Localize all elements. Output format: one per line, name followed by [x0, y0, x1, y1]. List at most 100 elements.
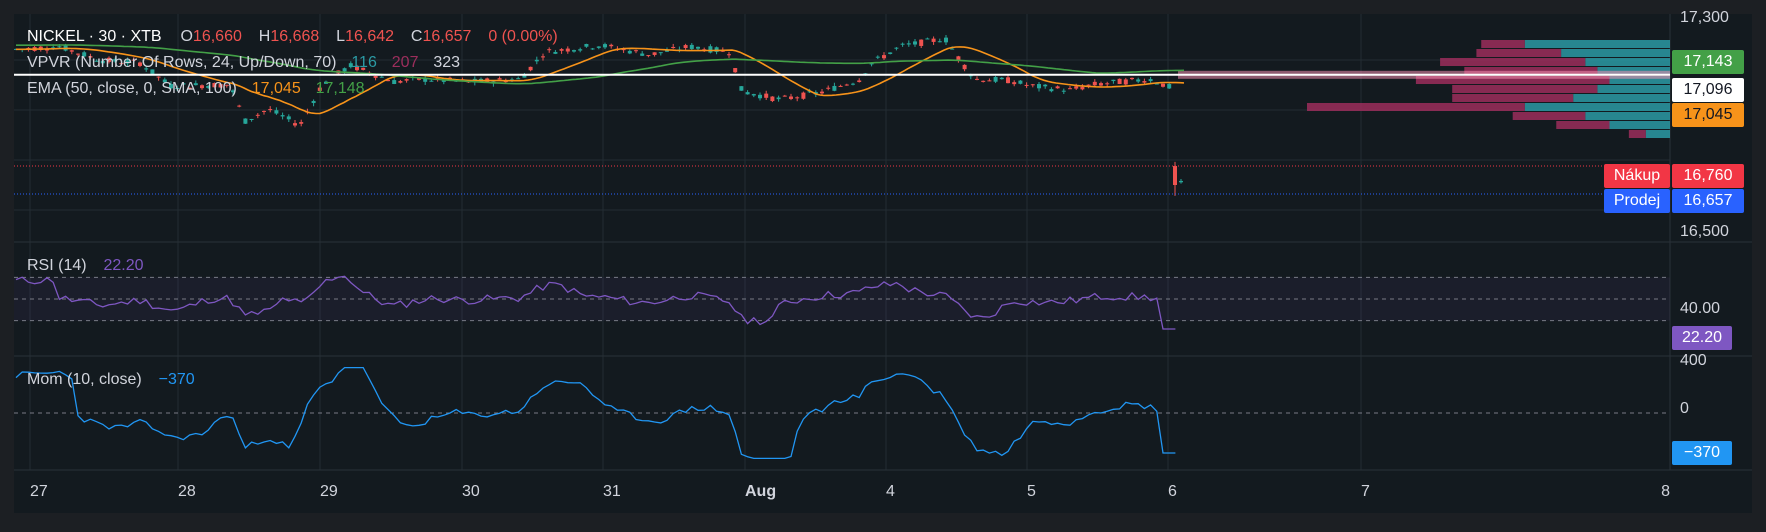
candle-168	[1061, 88, 1066, 95]
time-label-27: 27	[30, 483, 48, 500]
candle-92	[590, 47, 595, 50]
candle-139	[882, 52, 886, 61]
candle-body	[1173, 166, 1177, 185]
vp-up-bar	[1609, 76, 1670, 84]
time-label-Aug: Aug	[745, 483, 776, 500]
candle-33	[218, 82, 223, 88]
rsi-label: RSI (14)	[27, 257, 87, 274]
vp-down-bar	[1415, 76, 1610, 84]
buy-button[interactable]: Nákup	[1604, 164, 1670, 188]
ema-value-slow: 17,148	[315, 80, 365, 97]
candle-27	[181, 82, 186, 88]
candle-body	[838, 85, 843, 87]
candle-93	[596, 46, 601, 50]
candle-135	[857, 78, 862, 83]
candle-95	[609, 43, 614, 49]
candle-180	[1136, 77, 1141, 84]
candle-15	[107, 56, 111, 64]
time-label-31: 31	[603, 483, 621, 500]
candle-133	[844, 83, 849, 86]
candle-body	[162, 79, 167, 83]
vp-row-2	[1440, 58, 1670, 66]
candle-body	[987, 80, 992, 82]
candle-body	[640, 53, 645, 56]
candle-body	[262, 110, 266, 112]
candle-61	[398, 79, 403, 84]
candle-body	[658, 52, 663, 54]
candle-94	[603, 42, 607, 50]
candle-body	[975, 78, 979, 80]
price-tick-top: 17,300	[1680, 9, 1729, 26]
candle-body	[57, 46, 62, 48]
vpvr-legend[interactable]: VPVR (Number Of Rows, 24, Up/Down, 70) 1…	[27, 54, 460, 72]
open-value: 16,660	[192, 28, 242, 45]
candle-body	[150, 69, 155, 74]
candle-body	[237, 105, 242, 107]
sell-button[interactable]: Prodej	[1604, 189, 1670, 213]
vp-row-1	[1476, 49, 1670, 57]
candle-100	[640, 51, 645, 57]
candle-105	[671, 43, 676, 49]
mom-tick-zero: 0	[1680, 400, 1689, 417]
candle-175	[1105, 81, 1110, 87]
candle-49	[317, 85, 322, 92]
candle-body	[578, 49, 583, 51]
buy-price-label[interactable]: 16,760	[1672, 164, 1744, 188]
candle-body	[293, 123, 297, 126]
candle-body	[113, 58, 118, 62]
candle-36	[237, 104, 242, 108]
candle-body	[88, 56, 93, 58]
candle-173	[1092, 79, 1097, 87]
candle-body	[218, 83, 223, 88]
candle-174	[1099, 81, 1103, 87]
ema-label: EMA (50, close, 0, SMA, 100)	[27, 80, 237, 97]
candle-body	[94, 60, 99, 62]
candle-35	[231, 89, 235, 96]
candle-21	[144, 66, 149, 72]
candle-body	[739, 86, 744, 91]
rsi-legend[interactable]: RSI (14) 22.20	[27, 257, 144, 275]
candle-18	[125, 57, 130, 67]
vp-row-6	[1452, 94, 1670, 102]
candle-body	[776, 97, 781, 100]
mom-tick-top: 400	[1680, 352, 1707, 369]
candle-body	[1117, 78, 1122, 85]
candle-156	[987, 78, 992, 82]
candle-19	[131, 57, 136, 63]
mom-legend[interactable]: Mom (10, close) −370	[27, 371, 195, 389]
candle-171	[1080, 84, 1085, 91]
candle-body	[683, 45, 688, 49]
candle-body	[1012, 82, 1017, 85]
vp-row-0	[1481, 40, 1670, 48]
candle-body	[187, 87, 192, 89]
sell-price-label[interactable]: 16,657	[1672, 189, 1744, 213]
ema-legend[interactable]: EMA (50, close, 0, SMA, 100) 17,045 17,1…	[27, 80, 365, 98]
candle-body	[652, 52, 657, 55]
symbol-title[interactable]: NICKEL · 30 · XTB	[27, 28, 162, 45]
candle-80	[516, 76, 521, 80]
ema-value-fast: 17,045	[251, 80, 301, 97]
candle-body	[993, 77, 998, 82]
vp-down-bar	[1512, 112, 1586, 120]
candle-159	[1006, 74, 1010, 84]
candle-body	[621, 48, 626, 51]
candle-41	[268, 106, 273, 113]
vp-up-bar	[1597, 85, 1670, 93]
candle-body	[522, 74, 527, 78]
price-tick-bottom: 16,500	[1680, 223, 1729, 240]
candle-body	[1111, 79, 1116, 82]
candle-140	[888, 52, 893, 55]
candle-130	[826, 85, 831, 91]
vp-down-bar	[1476, 49, 1562, 57]
candle-101	[646, 55, 651, 58]
candle-46	[299, 119, 304, 127]
candle-body	[435, 77, 440, 80]
candle-24	[162, 77, 167, 84]
candle-169	[1068, 85, 1072, 90]
candle-body	[280, 115, 285, 117]
candle-body	[888, 52, 893, 54]
price-series	[14, 34, 1670, 196]
candle-body	[913, 41, 917, 45]
